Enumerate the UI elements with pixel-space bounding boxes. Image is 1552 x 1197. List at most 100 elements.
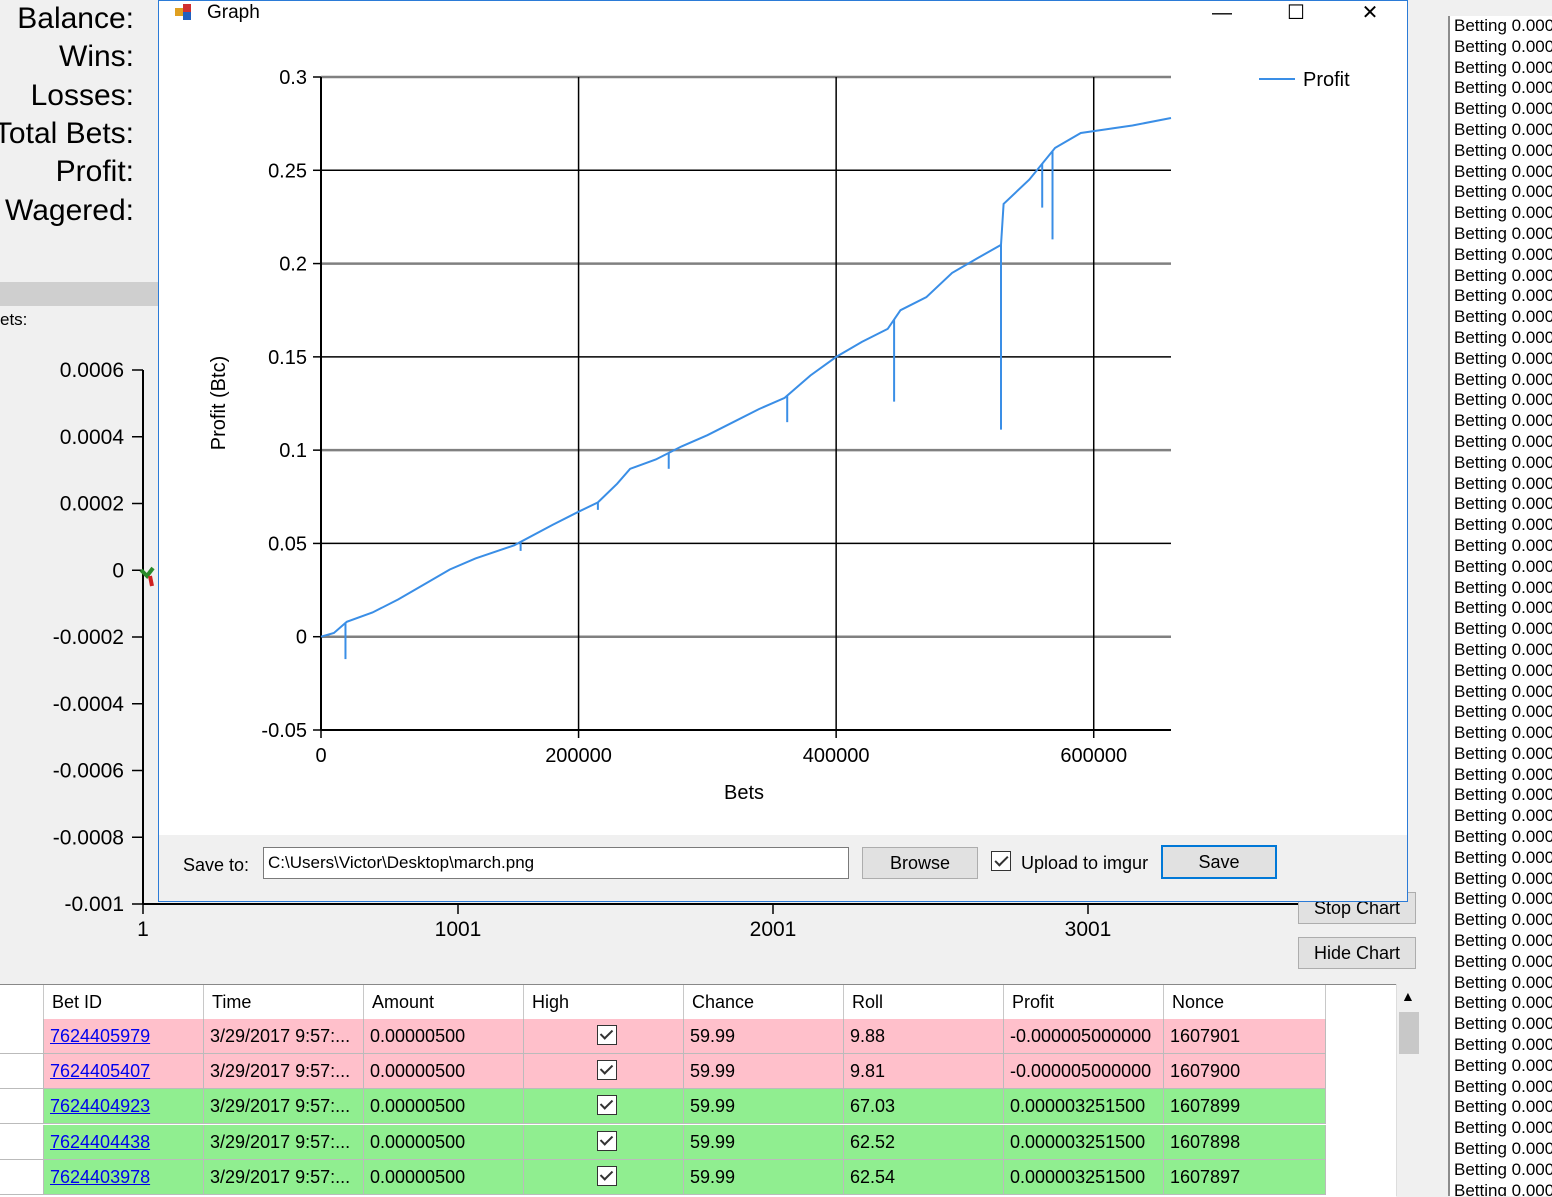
bets-section-label: ets: [0,310,28,329]
column-header[interactable]: Amount [364,985,524,1019]
table-row[interactable]: 7624405407 3/29/2017 9:57:... 0.00000500 59… [0,1054,1326,1090]
minimize-button[interactable]: — [1212,2,1232,24]
high-cell[interactable] [524,1159,684,1195]
bet-id-link[interactable]: 7624405979 [50,1026,151,1046]
log-line: Betting 0.000 [1454,868,1552,888]
save-path-input[interactable]: C:\Users\Victor\Desktop\march.png [263,847,849,879]
high-checkbox[interactable] [596,1130,617,1151]
chance-cell: 59.99 [684,1159,844,1195]
column-header[interactable]: Chance [684,985,844,1019]
high-checkbox[interactable] [596,1025,617,1045]
row-header[interactable] [0,1159,44,1195]
nonce-cell: 1607899 [1164,1089,1326,1125]
graph-window: Graph — ☐ ✕ 0.3 0.25 0.2 0.15 0.1 0.05 0 -0.05 … [158,0,1408,902]
log-line: Betting 0.000 [1454,847,1552,867]
maximize-button[interactable]: ☐ [1287,2,1305,24]
high-checkbox[interactable] [596,1095,617,1116]
profit-cell: 0.000003251500 [1004,1089,1164,1125]
bg-y-tick-label: -0.0008 [53,826,124,849]
log-line: Betting 0.000 [1454,515,1552,535]
row-header[interactable] [0,1089,44,1125]
high-checkbox[interactable] [596,1165,617,1186]
roll-cell: 67.03 [844,1089,1004,1125]
column-header[interactable]: Roll [844,985,1004,1019]
bg-y-tick-label: 0.0006 [60,359,124,382]
bet-id-cell[interactable]: 7624404923 [44,1089,204,1125]
table-row[interactable]: 7624405979 3/29/2017 9:57:... 0.00000500 59… [0,1019,1326,1054]
log-line: Betting 0.000 [1454,36,1552,56]
save-button[interactable]: Save [1161,845,1277,879]
bg-y-tick-label: 0 [112,559,124,582]
y-tick-label: 0 [296,627,307,649]
log-line: Betting 0.000 [1454,431,1552,451]
table-scrollbar[interactable]: ▲ [1396,984,1421,1196]
chance-cell: 59.99 [684,1124,844,1160]
bet-id-cell[interactable]: 7624404438 [44,1124,204,1160]
row-header[interactable] [0,1054,44,1090]
log-line: Betting 0.000 [1454,203,1552,223]
graph-window-title: Graph [207,2,260,23]
log-line: Betting 0.000 [1454,265,1552,285]
column-header[interactable]: Bet ID [44,985,204,1019]
log-line: Betting 0.000 [1454,348,1552,368]
table-row[interactable]: 7624404923 3/29/2017 9:57:... 0.00000500 59… [0,1089,1326,1125]
high-cell[interactable] [524,1124,684,1160]
time-cell: 3/29/2017 9:57:... [204,1054,364,1090]
log-line: Betting 0.000 [1454,182,1552,202]
background-chart: 0.0006 0.0004 0.0002 0 -0.0002 -0.0004 -0.0006… [53,359,1300,941]
bg-y-tick-label: 0.0002 [60,493,124,516]
bet-id-cell[interactable]: 7624403978 [44,1159,204,1195]
wins-label: Wins: [59,40,134,73]
log-panel[interactable]: Betting 0.000 Betting 0.000 Betting 0.000 B… [1448,16,1552,1196]
bet-id-link[interactable]: 7624404923 [50,1096,151,1117]
scroll-thumb[interactable] [1399,1012,1419,1054]
hide-chart-button[interactable]: Hide Chart [1298,937,1416,969]
x-axis-label: Bets [724,782,764,804]
log-line: Betting 0.000 [1454,598,1552,618]
column-header[interactable]: Time [204,985,364,1019]
bet-id-link[interactable]: 7624403978 [50,1166,151,1187]
graph-titlebar[interactable]: Graph — ☐ ✕ [159,1,1407,27]
table-row[interactable]: 7624403978 3/29/2017 9:57:... 0.00000500 59… [0,1159,1326,1195]
profit-cell: 0.000003251500 [1004,1159,1164,1195]
scroll-up-icon[interactable]: ▲ [1401,988,1415,1004]
log-line: Betting 0.000 [1454,993,1552,1013]
bet-id-cell[interactable]: 7624405407 [44,1054,204,1090]
high-cell[interactable] [524,1054,684,1090]
stats-panel: Balance: Wins: Losses: Total Bets: Profi… [0,0,160,280]
x-tick-label: 400000 [803,745,870,767]
chart-legend: Profit [1259,69,1350,91]
log-line: Betting 0.000 [1454,369,1552,389]
profit-series-line [320,117,1172,638]
close-button[interactable]: ✕ [1361,2,1379,24]
log-line: Betting 0.000 [1454,1097,1552,1117]
high-cell[interactable] [524,1089,684,1125]
log-line: Betting 0.000 [1454,494,1552,514]
log-line: Betting 0.000 [1454,764,1552,784]
table-row[interactable]: 7624404438 3/29/2017 9:57:... 0.00000500 59… [0,1124,1326,1160]
bet-id-link[interactable]: 7624404438 [50,1131,151,1152]
high-cell[interactable] [524,1019,684,1054]
y-axis-label: Profit (Btc) [208,356,230,450]
profit-cell: -0.000005000000 [1004,1054,1164,1090]
profit-label: Profit: [55,155,134,188]
row-header[interactable] [0,1019,44,1054]
browse-button[interactable]: Browse [862,847,978,879]
wagered-label: Wagered: [5,194,134,227]
progress-strip [0,282,160,306]
log-line: Betting 0.000 [1454,827,1552,847]
column-header[interactable]: High [524,985,684,1019]
log-line: Betting 0.000 [1454,286,1552,306]
row-header[interactable] [0,1124,44,1160]
log-line: Betting 0.000 [1454,619,1552,639]
bet-id-cell[interactable]: 7624405979 [44,1019,204,1054]
y-tick-label: -0.05 [261,720,307,742]
log-line: Betting 0.000 [1454,244,1552,264]
high-checkbox[interactable] [596,1060,617,1081]
y-tick-label: 0.05 [268,533,307,555]
bet-id-link[interactable]: 7624405407 [50,1061,151,1082]
log-line: Betting 0.000 [1454,556,1552,576]
column-header[interactable]: Profit [1004,985,1164,1019]
upload-imgur-checkbox[interactable] [991,851,1011,871]
column-header[interactable]: Nonce [1164,985,1326,1019]
